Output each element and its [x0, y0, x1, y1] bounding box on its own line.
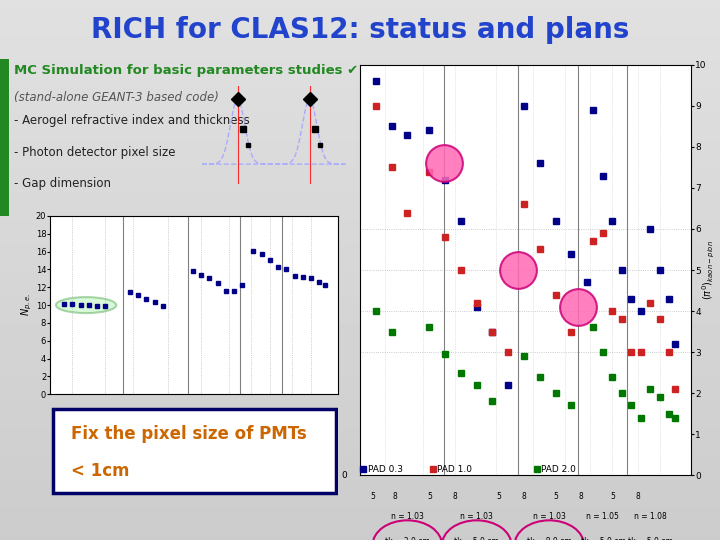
Text: tk = 3.0 cm: tk = 3.0 cm [69, 426, 114, 435]
Text: tk = 3.0 cm: tk = 3.0 cm [385, 537, 430, 540]
Text: 8: 8 [522, 491, 526, 501]
Text: n = 1.03: n = 1.03 [199, 414, 231, 423]
Text: PAD 2.0: PAD 2.0 [541, 464, 576, 474]
Text: MC Simulation for basic parameters studies ✔: MC Simulation for basic parameters studi… [14, 64, 359, 77]
Text: - Aerogel refractive index and thickness: - Aerogel refractive index and thickness [14, 114, 250, 127]
Text: 0: 0 [341, 471, 347, 480]
Text: PAD 1.0: PAD 1.0 [437, 464, 472, 474]
Y-axis label: $N_{p.e.}$: $N_{p.e.}$ [20, 294, 35, 316]
Text: - Photon detector pixel size: - Photon detector pixel size [14, 146, 176, 159]
Text: n = 1.08: n = 1.08 [287, 414, 319, 423]
Text: n = 1.03: n = 1.03 [391, 512, 424, 521]
FancyBboxPatch shape [53, 409, 336, 493]
Text: n = 1.03: n = 1.03 [533, 512, 566, 521]
Text: tk = 5.0 cm: tk = 5.0 cm [628, 537, 672, 540]
Text: n = 1.03: n = 1.03 [135, 414, 168, 423]
Text: 5: 5 [370, 491, 375, 501]
Text: 5: 5 [427, 491, 432, 501]
Text: tk = 5.0 cm: tk = 5.0 cm [130, 426, 174, 435]
Text: 8: 8 [392, 491, 397, 501]
Text: PAD 0.3: PAD 0.3 [368, 464, 403, 474]
Point [512, 266, 523, 274]
Text: n = 1.08: n = 1.08 [634, 512, 667, 521]
Text: tk = 5.0 cm: tk = 5.0 cm [239, 426, 284, 435]
Text: - Gap dimension: - Gap dimension [14, 177, 112, 190]
Point [438, 159, 449, 167]
Text: Fix the pixel size of PMTs: Fix the pixel size of PMTs [71, 426, 306, 443]
Text: 8: 8 [635, 491, 640, 501]
Text: 5: 5 [610, 491, 615, 501]
Text: tk = 5.0 cm: tk = 5.0 cm [280, 426, 325, 435]
Point [572, 302, 583, 311]
Text: tk = 5.0 cm: tk = 5.0 cm [580, 537, 625, 540]
Ellipse shape [56, 297, 116, 313]
Text: 8: 8 [578, 491, 583, 501]
Bar [0, 59, 9, 216]
Text: $(\pi^0)_{kaon-pion}$: $(\pi^0)_{kaon-pion}$ [701, 240, 717, 300]
Text: n = 1.03: n = 1.03 [460, 512, 493, 521]
Text: n = 1.03: n = 1.03 [75, 414, 108, 423]
Text: n = 1.05: n = 1.05 [587, 512, 619, 521]
Text: < 1cm: < 1cm [71, 462, 129, 480]
Text: n = 1.05: n = 1.05 [246, 414, 278, 423]
Text: tk = 8.0 cm: tk = 8.0 cm [193, 426, 238, 435]
Text: 5: 5 [553, 491, 558, 501]
Text: (stand-alone GEANT-3 based code): (stand-alone GEANT-3 based code) [14, 91, 220, 104]
Text: tk = 5.0 cm: tk = 5.0 cm [454, 537, 499, 540]
Text: 5: 5 [496, 491, 501, 501]
Text: 8: 8 [452, 491, 457, 501]
Text: tk = 8.0 cm: tk = 8.0 cm [527, 537, 572, 540]
Text: RICH for CLAS12: status and plans: RICH for CLAS12: status and plans [91, 16, 629, 44]
